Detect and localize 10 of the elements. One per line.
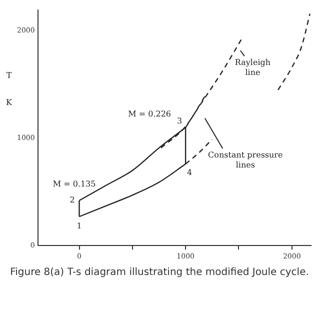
annotation: 2	[70, 196, 75, 205]
annotation: M = 0.135	[52, 180, 96, 189]
text: T K	[6, 71, 12, 108]
caption: Figure 8(a) T-s diagram illustrating the modified Joule cycle.	[10, 266, 310, 280]
annotation: Constant pressure lines	[208, 150, 283, 170]
annotation: M = 0.226	[128, 110, 172, 119]
annotation: 4	[187, 168, 192, 178]
annotation: 1	[76, 222, 82, 231]
annotation: Rayleigh line	[234, 58, 271, 78]
annotation: 3	[177, 116, 182, 126]
